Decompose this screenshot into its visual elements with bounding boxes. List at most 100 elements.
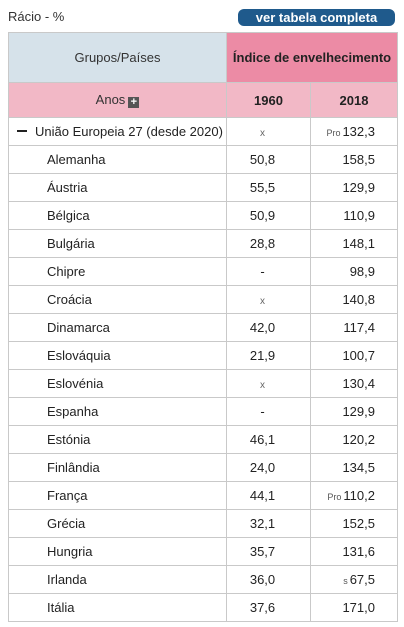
country-name: Áustria [8,173,227,202]
top-bar: Rácio - % ver tabela completa [0,0,404,32]
value-1960: 24,0 [249,460,276,475]
table-row: Bulgária 28,8 148,1 [8,229,398,258]
value-1960-cell: 46,1 [226,425,311,454]
value-2018-cell: Pro 110,2 [310,481,398,510]
value-2018: 117,4 [343,320,375,335]
indicator-header: Índice de envelhecimento [226,32,398,83]
value-2018-cell: 171,0 [310,593,398,622]
value-1960: - [260,404,265,419]
year-1960-header: 1960 [226,82,311,118]
country-name: Eslovénia [8,369,227,398]
value-1960-cell: 24,0 [226,453,311,482]
country-name: Alemanha [8,145,227,174]
aggregate-name-cell[interactable]: União Europeia 27 (desde 2020) [8,117,227,146]
value-2018-cell: 100,7 [310,341,398,370]
value-2018-cell: 148,1 [310,229,398,258]
table-row: Espanha - 129,9 [8,397,398,426]
value-1960: 44,1 [249,488,276,503]
value-1960: 32,1 [249,516,276,531]
table-row: Eslovénia x 130,4 [8,369,398,398]
value-2018: 129,9 [342,404,375,419]
value-2018-cell: 131,6 [310,537,398,566]
aggregate-1960-value: x [260,128,265,139]
value-1960-cell: 44,1 [226,481,311,510]
years-label: Anos [95,92,126,107]
country-name: Grécia [8,509,227,538]
value-2018: 110,2 [343,488,375,503]
table-row: Croácia x 140,8 [8,285,398,314]
years-header[interactable]: Anos + [8,82,227,118]
value-1960: 37,6 [249,600,276,615]
year-2018-header: 2018 [310,82,398,118]
value-2018: 100,7 [342,348,375,363]
table-row: Irlanda 36,0 s 67,5 [8,565,398,594]
value-2018-cell: 120,2 [310,425,398,454]
value-1960-cell: 21,9 [226,341,311,370]
value-1960-cell: 28,8 [226,229,311,258]
value-1960: 50,9 [249,208,276,223]
value-1960: - [260,264,265,279]
table-row: Dinamarca 42,0 117,4 [8,313,398,342]
aggregate-name: União Europeia 27 (desde 2020) [35,124,223,139]
value-2018: 120,2 [342,432,375,447]
value-2018-cell: 158,5 [310,145,398,174]
value-1960-cell: 42,0 [226,313,311,342]
aggregate-2018-cell: Pro 132,3 [310,117,398,146]
value-1960: 35,7 [249,544,276,559]
value-1960: 55,5 [249,180,276,195]
value-1960: x [260,296,265,307]
value-2018: 98,9 [349,264,375,279]
country-name: França [8,481,227,510]
country-name: Croácia [8,285,227,314]
aggregate-1960-cell: x [226,117,311,146]
value-2018: 129,9 [342,180,375,195]
years-row: Anos + 1960 2018 [8,82,398,118]
country-name: Itália [8,593,227,622]
country-name: Estónia [8,425,227,454]
country-name: Irlanda [8,565,227,594]
value-2018-flag: Pro [327,492,342,502]
table-row: Grécia 32,1 152,5 [8,509,398,538]
table-row: Áustria 55,5 129,9 [8,173,398,202]
groups-countries-header: Grupos/Países [8,32,227,83]
value-2018-cell: 134,5 [310,453,398,482]
value-2018: 110,9 [343,208,375,223]
value-2018: 131,6 [342,544,375,559]
value-2018-cell: 140,8 [310,285,398,314]
country-name: Espanha [8,397,227,426]
value-2018-cell: 129,9 [310,173,398,202]
value-2018: 171,0 [342,600,375,615]
value-2018-flag: s [343,576,348,586]
value-2018: 158,5 [342,152,375,167]
value-2018: 152,5 [342,516,375,531]
table-row: Finlândia 24,0 134,5 [8,453,398,482]
value-1960-cell: - [226,397,311,426]
expand-plus-icon[interactable]: + [128,97,140,108]
data-table: Grupos/Países Índice de envelhecimento A… [8,32,398,622]
collapse-minus-icon[interactable] [17,130,27,132]
value-1960: 36,0 [249,572,276,587]
table-row: Itália 37,6 171,0 [8,593,398,622]
value-2018-cell: 152,5 [310,509,398,538]
value-2018-cell: 117,4 [310,313,398,342]
table-row: Alemanha 50,8 158,5 [8,145,398,174]
value-2018: 67,5 [349,572,375,587]
country-name: Chipre [8,257,227,286]
table-row: Estónia 46,1 120,2 [8,425,398,454]
table-row: Eslováquia 21,9 100,7 [8,341,398,370]
table-row: Hungria 35,7 131,6 [8,537,398,566]
value-1960-cell: x [226,369,311,398]
value-1960: 42,0 [249,320,276,335]
value-1960: 46,1 [249,432,276,447]
value-1960: 50,8 [249,152,276,167]
value-1960-cell: 55,5 [226,173,311,202]
header-row: Grupos/Países Índice de envelhecimento [8,32,398,83]
view-full-table-button[interactable]: ver tabela completa [238,9,395,26]
value-1960-cell: - [226,257,311,286]
country-name: Eslováquia [8,341,227,370]
value-1960-cell: 35,7 [226,537,311,566]
value-2018-cell: 130,4 [310,369,398,398]
value-1960-cell: x [226,285,311,314]
value-1960-cell: 36,0 [226,565,311,594]
value-2018: 140,8 [342,292,375,307]
